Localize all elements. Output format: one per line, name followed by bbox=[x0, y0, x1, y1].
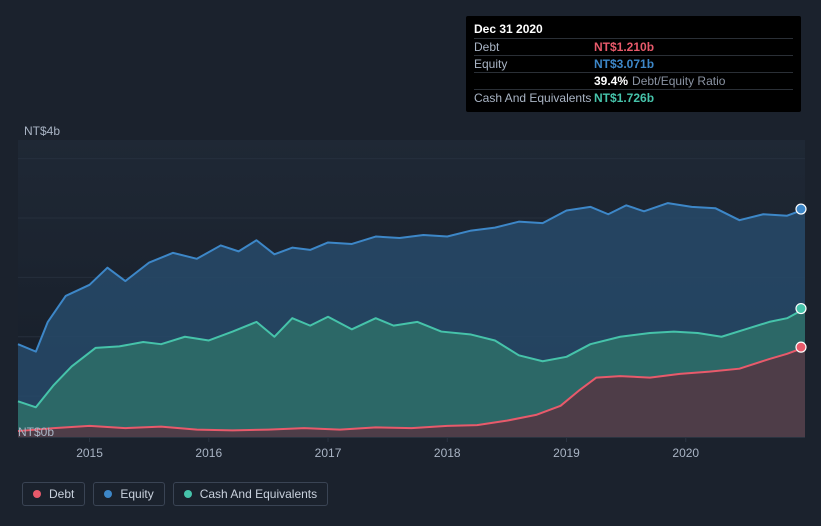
tooltip-row-suffix: Debt/Equity Ratio bbox=[632, 74, 725, 88]
legend-item-cash[interactable]: Cash And Equivalents bbox=[173, 482, 328, 506]
tooltip-row-value: NT$1.210b bbox=[594, 40, 654, 54]
legend-item-debt[interactable]: Debt bbox=[22, 482, 85, 506]
tooltip-row-value: NT$3.071b bbox=[594, 57, 654, 71]
tooltip-row-value: 39.4% bbox=[594, 74, 628, 88]
legend-item-label: Debt bbox=[49, 487, 74, 501]
legend-item-label: Cash And Equivalents bbox=[200, 487, 317, 501]
tooltip-row-label: Debt bbox=[474, 40, 594, 54]
legend-dot-icon bbox=[184, 490, 192, 498]
chart-container: 2015 2016 2017 2018 2019 2020 NT$4b NT$0b Dec… bbox=[0, 0, 821, 526]
tooltip-title: Dec 31 2020 bbox=[474, 22, 793, 38]
x-axis-tick-label: 2019 bbox=[553, 446, 580, 460]
tooltip-row: EquityNT$3.071b bbox=[474, 55, 793, 72]
legend-dot-icon bbox=[104, 490, 112, 498]
legend-item-label: Equity bbox=[120, 487, 153, 501]
tooltip-row-value: NT$1.726b bbox=[594, 91, 654, 105]
chart-legend: Debt Equity Cash And Equivalents bbox=[22, 482, 328, 506]
legend-item-equity[interactable]: Equity bbox=[93, 482, 164, 506]
x-axis-tick-label: 2020 bbox=[672, 446, 699, 460]
legend-dot-icon bbox=[33, 490, 41, 498]
tooltip-row-label: Equity bbox=[474, 57, 594, 71]
y-axis-label-bottom: NT$0b bbox=[18, 425, 54, 439]
tooltip-row: DebtNT$1.210b bbox=[474, 38, 793, 55]
x-axis-tick-label: 2016 bbox=[195, 446, 222, 460]
chart-tooltip: Dec 31 2020 DebtNT$1.210bEquityNT$3.071b… bbox=[466, 16, 801, 112]
tooltip-row: Cash And EquivalentsNT$1.726b bbox=[474, 89, 793, 106]
tooltip-row: 39.4% Debt/Equity Ratio bbox=[474, 72, 793, 89]
x-axis-tick-label: 2017 bbox=[315, 446, 342, 460]
x-axis-tick-label: 2018 bbox=[434, 446, 461, 460]
x-axis-tick-label: 2015 bbox=[76, 446, 103, 460]
tooltip-row-label: Cash And Equivalents bbox=[474, 91, 594, 105]
y-axis-label-top: NT$4b bbox=[24, 124, 60, 138]
